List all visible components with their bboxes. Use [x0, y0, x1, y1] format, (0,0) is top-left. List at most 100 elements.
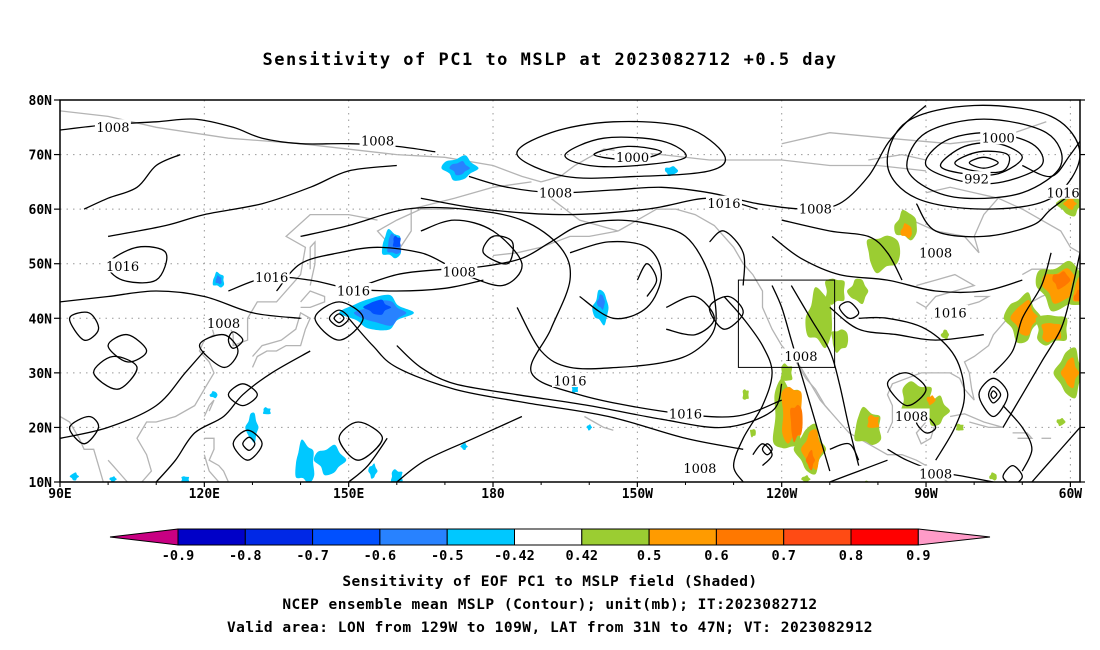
mslp-contour	[314, 301, 364, 341]
mslp-contour	[482, 235, 514, 265]
mslp-contour	[858, 316, 966, 461]
negative-sensitivity-area	[449, 160, 470, 176]
mslp-contour	[978, 377, 1009, 418]
contour-label-bg	[681, 460, 718, 475]
positive-sensitivity-area	[940, 329, 950, 340]
mslp-contour	[93, 355, 138, 390]
mslp-contour	[752, 443, 773, 467]
coastline	[251, 311, 312, 368]
mslp-contour	[906, 118, 1063, 200]
lat-tick-label: 40N	[29, 312, 53, 327]
contour-label-bg	[667, 405, 704, 420]
mslp-contour	[564, 136, 687, 168]
contour-label-bg	[917, 465, 954, 480]
positive-sensitivity-area	[866, 235, 901, 274]
negative-sensitivity-area	[313, 444, 347, 476]
negative-sensitivity-area	[664, 166, 679, 177]
mslp-contour	[338, 421, 384, 461]
contour-label: 1008	[361, 134, 394, 149]
lon-tick-label: 90W	[914, 487, 938, 502]
mslp-contour	[348, 317, 744, 450]
contour-label: 1016	[1047, 186, 1080, 201]
contour-label-bg	[932, 304, 969, 319]
positive-sensitivity-area	[989, 472, 997, 481]
positive-sensitivity-area	[926, 395, 936, 406]
footer-line-3: Valid area: LON from 129W to 109W, LAT f…	[226, 620, 874, 636]
positive-sensitivity-area	[867, 414, 880, 428]
colorbar-swatch	[379, 528, 448, 546]
mslp-contour	[396, 345, 783, 429]
contour-label: 1008	[443, 265, 476, 280]
contour-label-bg	[253, 269, 290, 284]
contour-label: 1016	[934, 306, 967, 321]
coastline	[916, 273, 976, 309]
contour-label: 1008	[895, 410, 928, 425]
lon-tick-label: 120W	[766, 487, 797, 502]
contour-label-bg	[552, 373, 588, 388]
latitude-axis: 80N 70N 60N 50N 40N 30N 20N 10N	[29, 94, 1085, 491]
negative-sensitivity-area	[451, 490, 458, 496]
coastlines	[60, 110, 1080, 482]
contour-labels: 1008 1008 1000 1000 992 1016 1008 1016 1008 1008 1…	[94, 119, 1082, 482]
plot-frame	[59, 99, 1081, 483]
mslp-contour	[636, 263, 658, 297]
contour-label-bg	[94, 119, 131, 134]
contour-label: 1008	[683, 462, 716, 477]
mslp-contour	[107, 334, 148, 363]
contour-label: 1000	[616, 151, 649, 166]
mslp-contour	[68, 311, 100, 341]
lon-tick-label: 60W	[1059, 487, 1083, 502]
contour-label-bg	[980, 130, 1017, 145]
mslp-contour	[761, 443, 773, 456]
contour-label: 1016	[106, 260, 139, 275]
mslp-contour	[886, 372, 927, 407]
contour-label: 1016	[553, 375, 586, 390]
mslp-contour	[242, 436, 256, 451]
contour-label-bg	[359, 132, 396, 147]
coastline	[949, 413, 1004, 429]
mslp-contour	[1002, 464, 1023, 482]
mslp-contour	[276, 246, 446, 292]
negative-sensitivity-area	[596, 294, 605, 310]
mslp-contour	[198, 334, 239, 369]
colorbar-swatch	[244, 528, 314, 546]
positive-sensitivity-area	[805, 449, 815, 471]
positive-sensitivity-area	[1063, 197, 1077, 210]
coastline	[795, 361, 831, 412]
mslp-contour	[771, 285, 831, 472]
lat-tick-label: 20N	[29, 421, 53, 436]
contour-label: 1008	[799, 203, 832, 218]
mslp-contour	[107, 164, 397, 238]
coastline	[300, 290, 326, 309]
colorbar-label: -0.9	[162, 548, 195, 564]
colorbar-label: 0.7	[772, 548, 796, 564]
mslp-contour	[60, 350, 205, 439]
lon-tick-label: 180	[481, 487, 505, 502]
contour-label-bg	[104, 258, 141, 273]
coastline	[1012, 432, 1034, 439]
mslp-contour	[1002, 405, 1033, 472]
lat-tick-label: 60N	[29, 203, 53, 218]
coastline	[584, 415, 614, 431]
mslp-contour	[829, 306, 984, 341]
mslp-contour	[68, 415, 100, 445]
coastline	[540, 148, 927, 183]
colorbar-high-arrow	[917, 528, 991, 546]
negative-sensitivity-area	[363, 299, 392, 315]
lat-tick-label: 10N	[29, 476, 53, 491]
mslp-contour	[333, 313, 345, 324]
negative-sensitivity-area	[245, 412, 259, 444]
lon-tick-label: 150E	[333, 487, 364, 502]
mslp-contour	[987, 385, 1002, 404]
colorbar-swatch	[312, 528, 381, 546]
colorbar: -0.9 -0.8 -0.7 -0.6 -0.5 -0.42 0.42 0.5 0.6 0.7 0.…	[109, 528, 991, 564]
positive-sensitivity-area	[1073, 289, 1080, 302]
colorbar-label: -0.42	[494, 548, 535, 564]
positive-sensitivity-area	[1091, 364, 1100, 383]
contour-label: 1008	[919, 246, 952, 261]
contour-label: 1016	[707, 197, 740, 212]
coastline	[915, 421, 937, 445]
footer-line-2: NCEP ensemble mean MSLP (Contour); unit(…	[282, 597, 818, 613]
coastline	[868, 153, 927, 161]
